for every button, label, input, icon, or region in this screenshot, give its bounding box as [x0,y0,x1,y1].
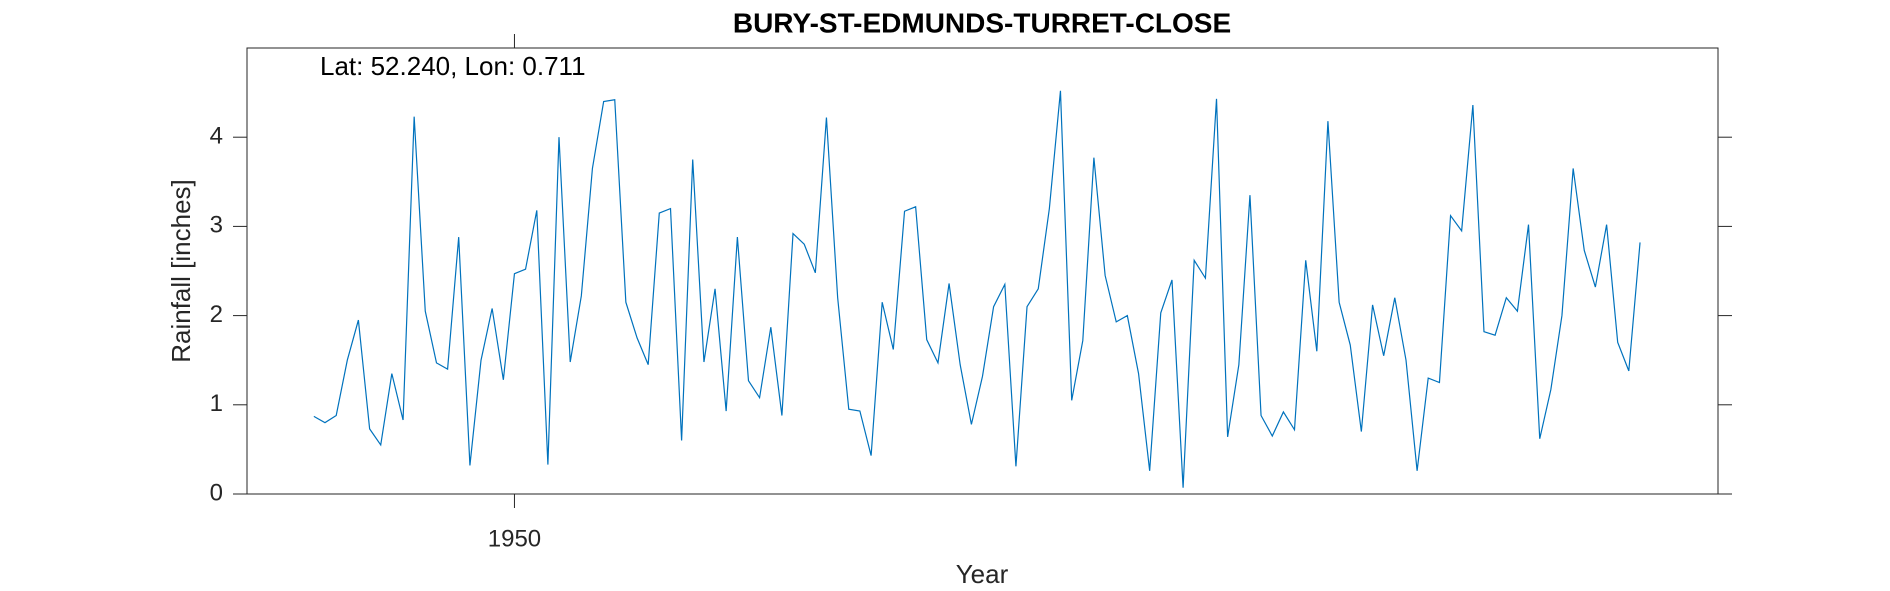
y-axis-label: Rainfall [inches] [166,179,196,363]
x-tick-label: 1950 [488,525,541,552]
y-tick-label: 2 [210,301,223,328]
x-axis-label: Year [956,559,1009,589]
data-line [313,90,1641,488]
y-tick-label: 1 [210,390,223,417]
chart-title: BURY-ST-EDMUNDS-TURRET-CLOSE [733,7,1231,38]
y-tick-label: 0 [210,479,223,506]
annotation: Lat: 52.240, Lon: 0.711 [320,51,586,81]
plot-frame [246,47,1719,495]
y-tick-label: 4 [210,123,223,150]
y-tick-label: 3 [210,212,223,239]
